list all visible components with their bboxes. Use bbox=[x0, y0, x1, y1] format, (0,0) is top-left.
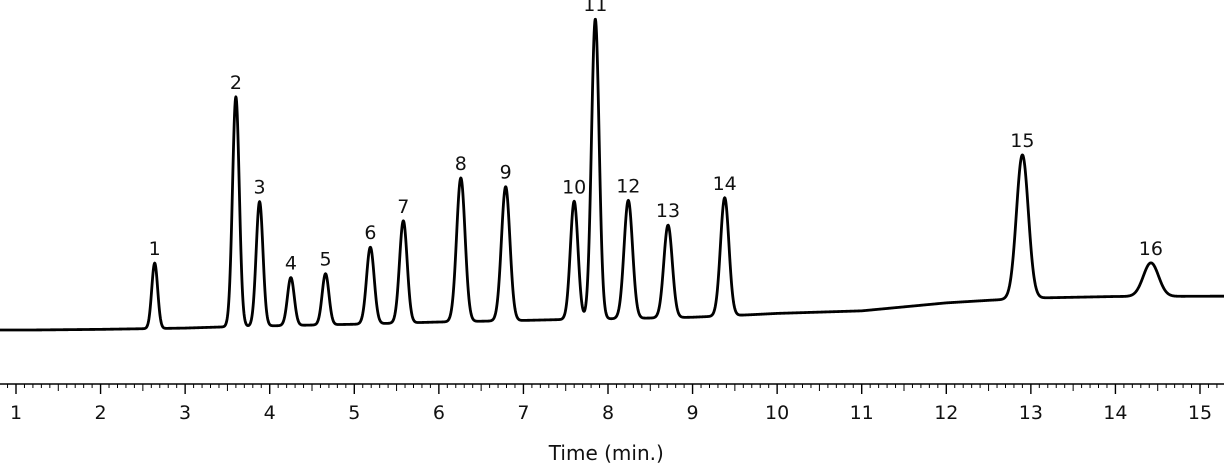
x-tick-label: 2 bbox=[95, 402, 107, 424]
peak-label: 8 bbox=[455, 153, 467, 175]
peak-label: 11 bbox=[583, 0, 607, 16]
x-tick-label: 15 bbox=[1188, 402, 1212, 424]
x-axis-tick-labels: 1 2 3 4 5 6 7 8 9 10 11 12 13 14 15 bbox=[10, 402, 1212, 424]
peak-label: 12 bbox=[616, 175, 640, 197]
x-axis-ticks bbox=[7, 384, 1218, 394]
x-tick-label: 5 bbox=[348, 402, 360, 424]
peak-label: 6 bbox=[364, 222, 376, 244]
x-axis: 1 2 3 4 5 6 7 8 9 10 11 12 13 14 15 Time (min.) bbox=[0, 383, 1224, 465]
peak-label: 10 bbox=[562, 176, 586, 198]
x-tick-label: 13 bbox=[1019, 402, 1043, 424]
peak-label: 13 bbox=[656, 200, 680, 222]
x-axis-title: Time (min.) bbox=[548, 441, 664, 465]
x-tick-label: 10 bbox=[765, 402, 789, 424]
x-tick-label: 12 bbox=[934, 402, 958, 424]
peak-label: 1 bbox=[149, 238, 161, 260]
peak-label: 7 bbox=[397, 196, 409, 218]
peak-label: 15 bbox=[1010, 130, 1034, 152]
peak-label: 5 bbox=[319, 249, 331, 271]
peak-label: 9 bbox=[500, 162, 512, 184]
x-tick-label: 14 bbox=[1103, 402, 1127, 424]
x-tick-label: 1 bbox=[10, 402, 22, 424]
x-tick-label: 9 bbox=[687, 402, 699, 424]
x-tick-label: 4 bbox=[264, 402, 276, 424]
peak-label: 14 bbox=[713, 173, 737, 195]
x-tick-label: 11 bbox=[850, 402, 874, 424]
x-tick-label: 7 bbox=[517, 402, 529, 424]
peak-label: 16 bbox=[1139, 238, 1163, 260]
x-tick-label: 8 bbox=[602, 402, 614, 424]
peak-label: 3 bbox=[254, 177, 266, 199]
x-tick-label: 6 bbox=[433, 402, 445, 424]
peak-label: 4 bbox=[285, 253, 297, 275]
chromatogram-trace bbox=[0, 17, 1224, 332]
x-tick-label: 3 bbox=[179, 402, 191, 424]
peak-label: 2 bbox=[230, 72, 242, 94]
